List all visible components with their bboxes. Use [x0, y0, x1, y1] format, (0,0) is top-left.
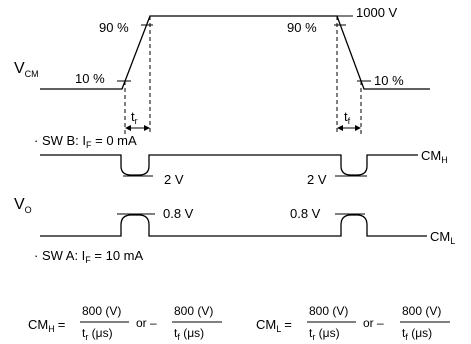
formula-cml-lhs: CML =: [256, 317, 292, 334]
vo-swb-waveform: · SW B: IF = 0 mA 2 V 2 V CMH: [34, 133, 448, 187]
formula-cmh-num-1: 800 (V): [82, 304, 121, 318]
vcm-pulse-line: [40, 15, 430, 90]
swb-line: [40, 154, 418, 176]
tr-dimension-arrow: [125, 125, 150, 131]
vo-symbol: VO: [14, 196, 32, 215]
swa-line: [40, 214, 427, 237]
swa-bump-right-label: 0.8 V: [290, 206, 321, 221]
formula-cmh-den-2: tf (μs): [174, 326, 204, 342]
tr-label: tr: [131, 109, 138, 126]
swa-bump-left-label: 0.8 V: [163, 206, 194, 221]
swa-condition-label: · SW A: IF = 10 mA: [34, 248, 144, 265]
formula-cmh: CMH = 800 (V) tr (μs) or – 800 (V) tf (μs…: [28, 304, 222, 342]
vcm-peak-label: 1000 V: [356, 5, 398, 20]
formula-cml: CML = 800 (V) tr (μs) or – 800 (V) tf (μs…: [256, 304, 450, 342]
vcm-waveform: VCM 90 % 90 % 10 % 10 % 1000 V tr tf: [14, 5, 430, 134]
formula-cmh-or: or –: [136, 316, 157, 330]
swb-dip-left-label: 2 V: [164, 172, 184, 187]
tf-label: tf: [344, 109, 351, 126]
formula-cml-den-1: tr (μs): [309, 326, 340, 342]
cml-waveform-label: CML: [430, 229, 455, 246]
vcm-90-right-label: 90 %: [287, 20, 317, 35]
formula-cml-num-2: 800 (V): [402, 304, 441, 318]
formula-cml-den-2: tf (μs): [402, 326, 432, 342]
vcm-symbol: VCM: [14, 60, 39, 79]
formula-cml-or: or –: [363, 316, 384, 330]
vcm-90-left-label: 90 %: [99, 20, 129, 35]
tf-dimension-arrow: [337, 125, 361, 131]
formula-cmh-num-2: 800 (V): [174, 304, 213, 318]
swb-condition-label: · SW B: IF = 0 mA: [34, 133, 137, 150]
cmh-waveform-label: CMH: [421, 148, 448, 165]
formula-cmh-lhs: CMH =: [28, 317, 65, 334]
vcm-10-right-label: 10 %: [374, 73, 404, 88]
formula-cmh-den-1: tr (μs): [82, 326, 113, 342]
vo-swa-waveform: 0.8 V 0.8 V CML · SW A: IF = 10 mA: [34, 206, 455, 265]
vcm-10-left-label: 10 %: [75, 71, 105, 86]
formula-cml-num-1: 800 (V): [309, 304, 348, 318]
swb-dip-right-label: 2 V: [307, 172, 327, 187]
